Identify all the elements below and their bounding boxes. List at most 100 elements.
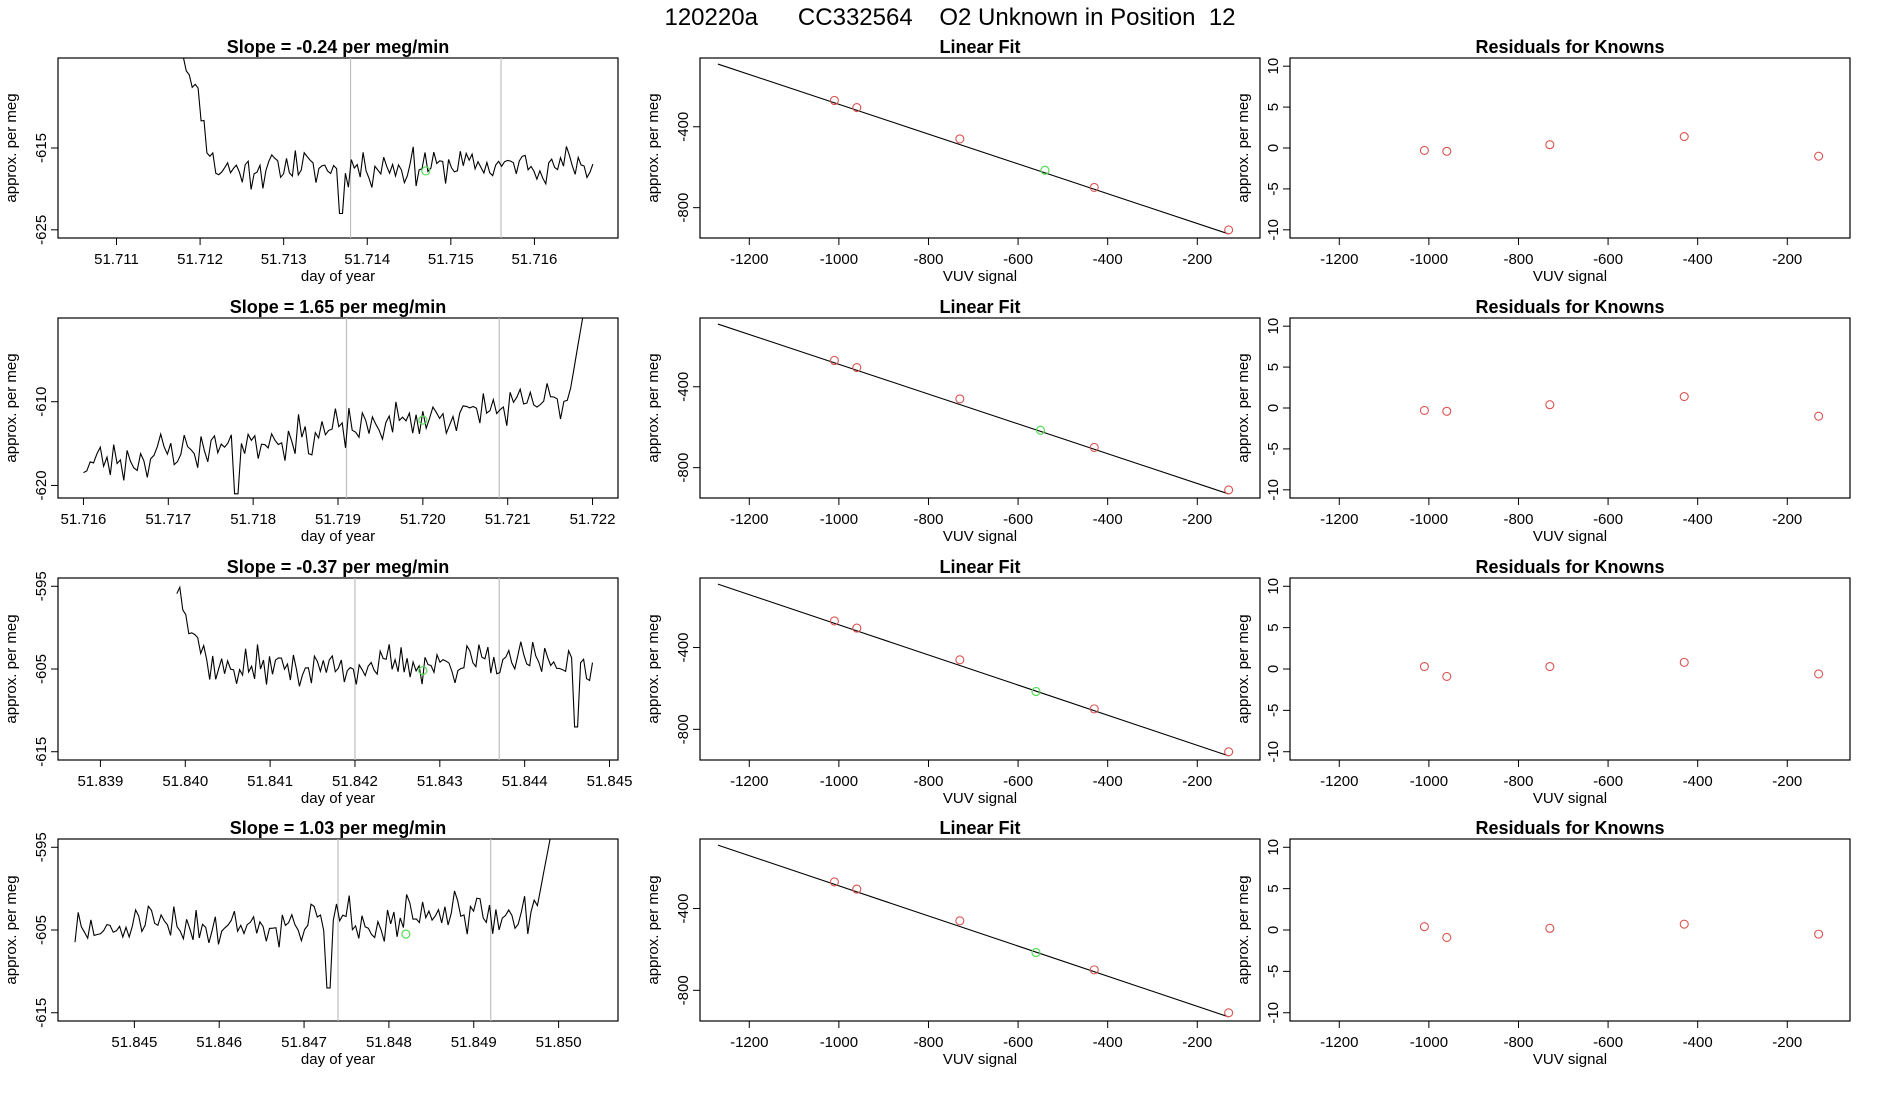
x-tick-label: -200 (1182, 773, 1212, 790)
x-tick-label: 51.845 (111, 1034, 157, 1051)
y-tick-label: -10 (1265, 741, 1282, 763)
x-tick-label: -1000 (820, 1034, 858, 1051)
x-tick-label: -1200 (730, 773, 768, 790)
x-tick-label: -400 (1093, 773, 1123, 790)
unknown-sample-point (401, 929, 411, 939)
y-tick-label: 5 (1265, 623, 1282, 631)
known-standard-point (1545, 140, 1555, 150)
data-layer (717, 583, 1234, 757)
time-series-trace (182, 58, 594, 215)
y-axis-label: approx. per meg (645, 93, 662, 202)
y-tick-label: -800 (675, 453, 692, 483)
x-tick-label: -1200 (730, 1034, 768, 1051)
known-standard-point (1442, 932, 1452, 942)
y-axis-label: approx. per meg (3, 93, 20, 202)
x-tick-label: -800 (1503, 773, 1533, 790)
y-tick-label: -400 (675, 372, 692, 402)
known-standard-point (1089, 704, 1099, 714)
known-standard-point (1089, 182, 1099, 192)
x-tick-label: -1200 (1320, 773, 1358, 790)
y-tick-label: 0 (1265, 404, 1282, 412)
known-standard-point (1419, 661, 1429, 672)
x-tick-label: 51.711 (94, 251, 139, 268)
y-tick-label: 5 (1265, 363, 1282, 371)
x-tick-label: -400 (1683, 251, 1713, 268)
panel-title: Linear Fit (939, 557, 1020, 577)
x-axis-label: day of year (301, 790, 375, 807)
x-tick-label: 51.850 (536, 1034, 582, 1051)
x-tick-label: 51.844 (502, 773, 548, 790)
known-standard-point (955, 394, 965, 404)
known-standard-point (829, 616, 839, 626)
known-standard-point (955, 655, 965, 665)
x-tick-label: -600 (1003, 251, 1033, 268)
x-tick-label: 51.842 (332, 773, 378, 790)
unknown-sample-point (418, 415, 428, 425)
known-standard-point (1814, 151, 1824, 161)
known-standard-point (1224, 225, 1234, 235)
y-tick-label: -625 (33, 215, 50, 245)
x-tick-label: 51.718 (230, 511, 276, 528)
known-standard-point (1545, 400, 1555, 410)
x-axis-label: VUV signal (1533, 1051, 1607, 1068)
x-tick-label: -600 (1003, 511, 1033, 528)
known-standard-point (1679, 391, 1689, 402)
x-axis-label: VUV signal (1533, 790, 1607, 807)
x-tick-label: 51.845 (587, 773, 633, 790)
y-axis-label: approx. per meg (3, 614, 20, 723)
plot-frame (699, 317, 1261, 499)
x-tick-label: -1200 (730, 251, 768, 268)
fit-line (717, 63, 1229, 235)
x-axis-label: VUV signal (943, 790, 1017, 807)
x-tick-label: -400 (1093, 251, 1123, 268)
fit-line (717, 844, 1229, 1018)
x-tick-label: 51.848 (366, 1034, 412, 1051)
data-layer (717, 844, 1234, 1018)
known-standard-point (955, 134, 965, 144)
known-standard-point (1442, 671, 1452, 681)
y-tick-label: -10 (1265, 1002, 1282, 1024)
plot-frame (1289, 57, 1851, 239)
panel-2-3: Residuals for Knowns -1200 -1000 -800 -600 -4… (1235, 297, 1851, 545)
known-standard-point (1679, 131, 1689, 142)
plot-frame (1289, 317, 1851, 499)
known-standard-point (1814, 929, 1824, 939)
y-tick-label: -400 (675, 633, 692, 663)
known-standard-point (1224, 1008, 1234, 1018)
x-tick-label: -800 (1503, 511, 1533, 528)
panel-4-2: Linear Fit -1200 -1000 -800 -600 -400 -200 VUV … (645, 818, 1261, 1068)
data-layer (1419, 131, 1824, 161)
x-tick-label: -1000 (820, 511, 858, 528)
x-tick-label: -1200 (730, 511, 768, 528)
x-tick-label: -600 (1593, 251, 1623, 268)
y-tick-label: -800 (675, 714, 692, 744)
y-tick-label: -615 (33, 133, 50, 163)
x-tick-label: -200 (1182, 251, 1212, 268)
x-tick-label: -1000 (1410, 773, 1448, 790)
panel-title: Slope = 1.03 per meg/min (230, 818, 447, 838)
x-tick-label: -800 (913, 1034, 943, 1051)
x-tick-label: 51.716 (61, 511, 107, 528)
x-tick-label: -600 (1593, 1034, 1623, 1051)
known-standard-point (852, 884, 862, 894)
data-layer (1419, 657, 1824, 681)
y-tick-label: -620 (33, 470, 50, 500)
time-series-trace (83, 318, 584, 495)
plot-frame (1289, 838, 1851, 1022)
y-tick-label: 0 (1265, 665, 1282, 673)
y-tick-label: -10 (1265, 219, 1282, 241)
panel-title: Slope = -0.24 per meg/min (227, 37, 450, 57)
known-standard-point (1814, 411, 1824, 421)
time-series-trace (74, 839, 551, 989)
y-axis-label: approx. per meg (3, 875, 20, 984)
y-tick-label: -10 (1265, 479, 1282, 501)
x-tick-label: 51.849 (451, 1034, 497, 1051)
unknown-sample-point (418, 666, 428, 676)
data-layer (182, 58, 594, 238)
x-tick-label: 51.719 (315, 511, 361, 528)
known-standard-point (1089, 442, 1099, 452)
y-axis-label: approx. per meg (645, 875, 662, 984)
x-tick-label: -400 (1683, 511, 1713, 528)
y-tick-label: -5 (1265, 704, 1282, 717)
